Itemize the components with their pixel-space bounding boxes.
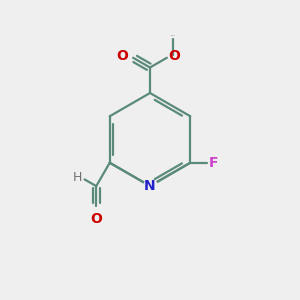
Text: methyl: methyl xyxy=(171,35,176,36)
Text: F: F xyxy=(208,156,218,170)
Text: N: N xyxy=(144,179,156,193)
Text: O: O xyxy=(90,212,102,226)
Text: O: O xyxy=(116,49,128,63)
Text: H: H xyxy=(73,171,82,184)
Text: O: O xyxy=(168,49,180,63)
